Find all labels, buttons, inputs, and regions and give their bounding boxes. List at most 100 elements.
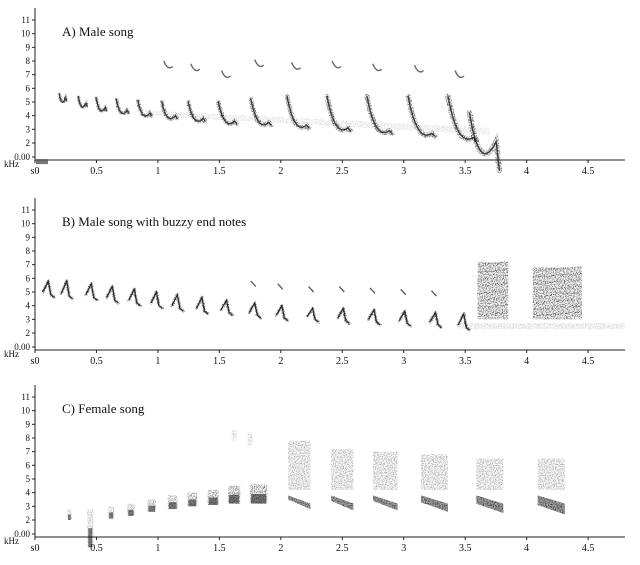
x-tick-label: 4 xyxy=(524,356,529,367)
buzz-striation xyxy=(477,260,509,267)
y-tick-label: 0.00 xyxy=(14,152,30,162)
y-tick-label: 9 xyxy=(26,42,31,52)
song-note-core xyxy=(42,279,55,298)
spectrogram-marks xyxy=(36,59,503,174)
song-note-core xyxy=(373,495,398,511)
y-tick-label: 11 xyxy=(21,205,30,215)
x-tick-label: 3.5 xyxy=(459,166,472,177)
y-tick-label: 2 xyxy=(26,328,31,338)
x-tick-label: 4.5 xyxy=(582,356,595,367)
harmonic-mark xyxy=(400,288,407,296)
song-note-core xyxy=(331,495,354,511)
y-tick-label: 6 xyxy=(26,83,31,93)
song-note-core xyxy=(250,98,272,126)
buzz-striation xyxy=(532,278,583,285)
song-note-core xyxy=(366,95,393,135)
x-tick-label: 3 xyxy=(401,356,406,367)
buzz-striation xyxy=(477,296,509,303)
x-tick-label: 2 xyxy=(278,543,283,554)
y-tick-label: 8 xyxy=(26,246,31,256)
low-noise-mark xyxy=(36,159,48,165)
x-tick-label: 2 xyxy=(278,356,283,367)
song-note-upper xyxy=(476,458,504,490)
x-tick-label: 4.5 xyxy=(582,166,595,177)
y-tick-label: 3 xyxy=(26,124,31,134)
song-note-core xyxy=(109,512,114,519)
x-tick-label: 2.5 xyxy=(336,166,349,177)
song-note-core xyxy=(457,311,471,331)
buzz-striation xyxy=(532,272,583,278)
y-tick-label: 6 xyxy=(26,273,31,283)
harmonic-mark xyxy=(254,59,265,68)
harmonic-mark xyxy=(331,60,342,69)
faint-mark xyxy=(247,432,253,445)
song-note xyxy=(288,495,311,510)
y-tick-label: 9 xyxy=(26,419,31,429)
harmonic-mark xyxy=(290,62,302,70)
x-tick-label: 1 xyxy=(155,356,160,367)
song-note-core xyxy=(398,309,412,327)
song-note-core xyxy=(77,95,88,108)
panel-title: C) Female song xyxy=(62,401,145,416)
song-note-upper xyxy=(331,448,354,490)
harmonic-mark xyxy=(277,283,284,290)
song-note-core xyxy=(275,303,289,322)
x-tick-label: 1.5 xyxy=(213,166,226,177)
harmonic-mark xyxy=(372,63,383,72)
song-note-upper xyxy=(373,451,398,490)
spectrogram-marks xyxy=(66,429,565,548)
y-tick-label: 8 xyxy=(26,433,31,443)
song-note-core xyxy=(420,495,448,512)
buzz-striation xyxy=(532,265,583,272)
y-tick-label: 4 xyxy=(26,488,31,498)
buzz-striation xyxy=(532,304,583,311)
song-note-core xyxy=(85,281,98,301)
song-note-core xyxy=(171,292,184,312)
song-note-core xyxy=(60,278,74,300)
harmonic-mark xyxy=(308,286,315,293)
y-tick-label: 7 xyxy=(26,447,31,457)
harmonic-mark xyxy=(369,287,376,294)
song-note-core xyxy=(95,97,108,112)
harmonic-mark xyxy=(430,290,437,297)
panel-male-song: 0.00 2 3 4 5 6 7 8 9 10 11 kHz s0 0.5 1 1.5 2 2.5 3 3.5 4 4.5… xyxy=(4,8,625,177)
x-tick-label: 3 xyxy=(401,166,406,177)
song-note-core xyxy=(217,101,238,125)
x-tick-label: 4.5 xyxy=(582,543,595,554)
x-tick-label: 1.5 xyxy=(213,543,226,554)
y-tick-label: 7 xyxy=(26,70,31,80)
song-note xyxy=(476,495,504,514)
panel-title: B) Male song with buzzy end notes xyxy=(62,214,246,229)
buzz-striation xyxy=(477,310,509,317)
y-tick-label: 10 xyxy=(21,29,31,39)
song-note-core xyxy=(337,306,350,324)
song-note-core xyxy=(228,494,240,504)
x-tick-label: 0.5 xyxy=(90,543,103,554)
song-note-core xyxy=(537,495,565,515)
x-tick-label: 3 xyxy=(401,543,406,554)
song-note-core xyxy=(251,494,267,504)
song-note-core xyxy=(88,528,93,548)
x-tick-label: 0.5 xyxy=(90,356,103,367)
buzz-striation xyxy=(477,289,509,296)
y-tick-label: 3 xyxy=(26,314,31,324)
x-tick-label: 2.5 xyxy=(336,543,349,554)
y-tick-label: 4 xyxy=(26,301,31,311)
y-tick-label: 11 xyxy=(21,392,30,402)
song-note-core xyxy=(468,112,501,171)
x-tick-label: 4 xyxy=(524,166,529,177)
x-tick-label: 3.5 xyxy=(459,356,472,367)
x-tick-label: 1 xyxy=(155,543,160,554)
noise-band xyxy=(459,323,625,330)
buzz-striation xyxy=(532,298,583,304)
song-note xyxy=(373,495,398,511)
harmonic-mark xyxy=(413,64,424,73)
background-smear xyxy=(145,110,490,135)
x-tick-label: s0 xyxy=(31,543,40,554)
song-note-core xyxy=(407,95,436,137)
faint-mark xyxy=(231,429,237,441)
y-tick-label: 10 xyxy=(21,406,31,416)
song-note-core xyxy=(306,306,319,323)
song-note-upper xyxy=(420,454,448,490)
